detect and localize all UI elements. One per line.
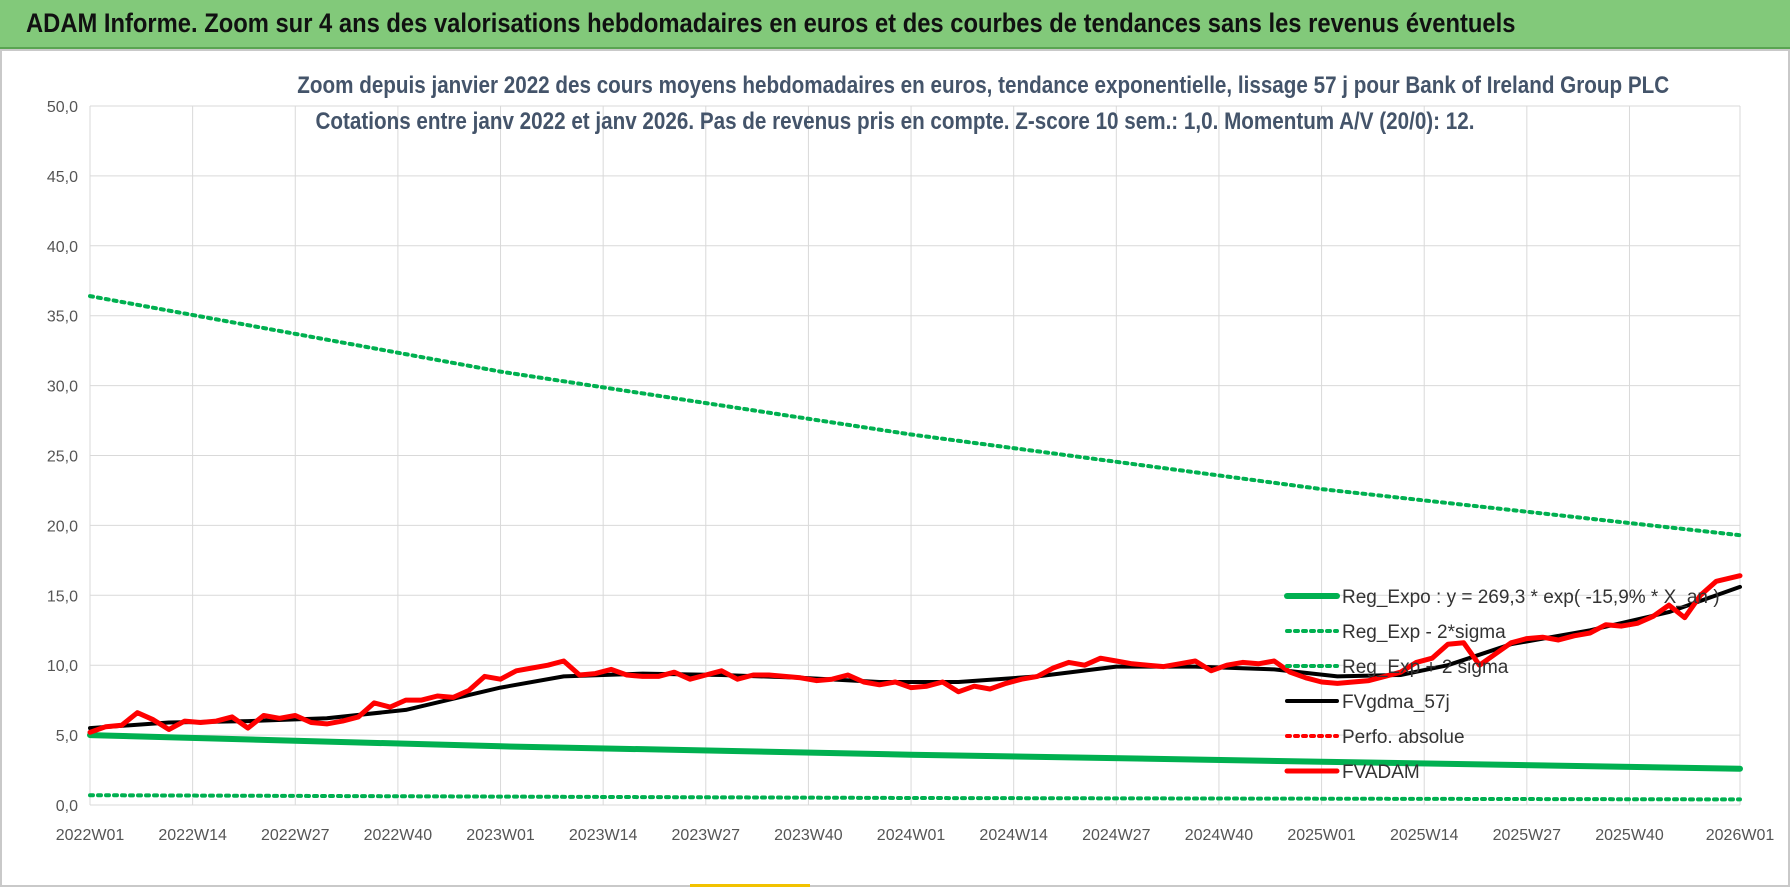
chart-subtitle: Cotations entre janv 2022 et janv 2026. …	[315, 108, 1475, 135]
fvadam-line	[87, 573, 1743, 735]
x-tick-label: 2023W14	[569, 827, 638, 844]
x-tick-label: 2022W14	[158, 827, 227, 844]
report-banner: ADAM Informe. Zoom sur 4 ans des valoris…	[0, 0, 1790, 49]
x-tick-label: 2025W01	[1287, 827, 1356, 844]
bottom-accent	[690, 884, 810, 887]
y-tick-label: 10,0	[47, 658, 78, 675]
x-tick-label: 2023W40	[774, 827, 843, 844]
y-axis-ticks: 0,0 5,0 10,0 15,0 20,0 25,0 30,0 35,0 40,0 45,0 50…	[47, 99, 78, 815]
report-title: ADAM Informe. Zoom sur 4 ans des valoris…	[26, 8, 1516, 38]
x-tick-label: 2024W27	[1082, 827, 1151, 844]
x-tick-label: 2022W01	[56, 827, 125, 844]
y-tick-label: 25,0	[47, 449, 78, 466]
x-tick-label: 2023W27	[672, 827, 741, 844]
legend-reg-expo-label: Reg_Expo : y = 269,3 * exp( -15,9% * X_a…	[1342, 587, 1720, 608]
x-tick-label: 2023W01	[466, 827, 535, 844]
y-tick-label: 15,0	[47, 588, 78, 605]
x-tick-label: 2022W27	[261, 827, 330, 844]
reg-exp-plus-2sigma-line	[88, 294, 1742, 538]
x-axis-ticks: 2022W01 2022W14 2022W27 2022W40 2023W01 2023W…	[56, 827, 1775, 844]
y-tick-label: 0,0	[56, 798, 78, 815]
legend-perfo-absolue-label: Perfo. absolue	[1342, 727, 1465, 748]
y-tick-label: 40,0	[47, 239, 78, 256]
x-tick-label: 2024W01	[877, 827, 946, 844]
grid	[89, 105, 1741, 806]
legend: Reg_Expo : y = 269,3 * exp( -15,9% * X_a…	[1284, 587, 1720, 783]
fvgdma-57j-line	[88, 584, 1742, 731]
x-tick-label: 2025W27	[1493, 827, 1562, 844]
x-tick-label: 2026W01	[1706, 827, 1775, 844]
y-tick-label: 35,0	[47, 309, 78, 326]
x-tick-label: 2024W14	[979, 827, 1048, 844]
legend-fvgdma-label: FVgdma_57j	[1342, 692, 1450, 713]
legend-reg-exp-plus-label: Reg_Exp + 2 sigma	[1342, 657, 1509, 678]
y-tick-label: 45,0	[47, 169, 78, 186]
y-tick-label: 50,0	[47, 99, 78, 116]
reg-expo-line	[87, 732, 1743, 772]
chart-frame	[0, 49, 1790, 887]
x-tick-label: 2024W40	[1185, 827, 1254, 844]
x-tick-label: 2022W40	[364, 827, 433, 844]
y-tick-label: 5,0	[56, 728, 78, 745]
series-group	[87, 294, 1743, 802]
reg-exp-minus-2sigma-line	[88, 793, 1742, 802]
legend-reg-exp-minus-label: Reg_Exp - 2*sigma	[1342, 622, 1506, 643]
x-tick-label: 2025W40	[1595, 827, 1664, 844]
y-tick-label: 30,0	[47, 379, 78, 396]
x-tick-label: 2025W14	[1390, 827, 1459, 844]
chart-title: Zoom depuis janvier 2022 des cours moyen…	[297, 72, 1670, 99]
y-tick-label: 20,0	[47, 518, 78, 535]
legend-fvadam-label: FVADAM	[1342, 762, 1420, 783]
